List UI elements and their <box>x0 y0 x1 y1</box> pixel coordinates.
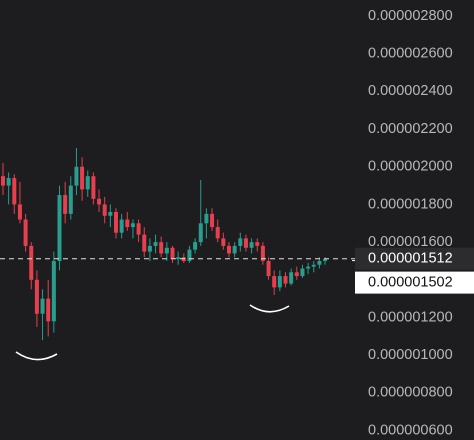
candle-body <box>125 219 130 228</box>
price-label: 0.000001502 <box>368 274 453 290</box>
candle-body <box>193 242 198 250</box>
candle-body <box>23 219 28 246</box>
candle-body <box>142 234 147 252</box>
y-tick-label: 0.000000600 <box>368 422 453 438</box>
candle-body <box>255 242 260 246</box>
candle-body <box>68 185 73 214</box>
candle-body <box>17 204 22 220</box>
candle-body <box>243 238 248 248</box>
candle-body <box>147 245 152 252</box>
candle-body <box>153 242 158 246</box>
candle-body <box>277 276 282 288</box>
candle-body <box>272 276 277 288</box>
candle-body <box>323 259 328 261</box>
candle-body <box>227 245 231 254</box>
y-tick-label: 0.000002600 <box>368 46 453 62</box>
candle-body <box>204 213 209 224</box>
candle-body <box>136 223 141 235</box>
annotation-arc <box>15 351 58 361</box>
candle-body <box>300 268 305 277</box>
candle-body <box>46 298 51 322</box>
candle-body <box>294 272 299 277</box>
price-label-box <box>355 247 474 270</box>
candle-body <box>238 238 243 246</box>
candle-body <box>102 204 107 216</box>
candle-body <box>6 178 11 186</box>
candle-body <box>34 279 39 314</box>
candle-body <box>289 272 294 284</box>
candle-body <box>170 247 175 260</box>
candle-body <box>74 166 79 186</box>
candle-body <box>114 211 118 233</box>
y-tick-label: 0.000001200 <box>368 309 453 325</box>
candle-body <box>164 247 169 254</box>
candle-body <box>317 260 322 265</box>
candle-body <box>12 178 17 205</box>
y-tick-label: 0.000001000 <box>368 347 453 363</box>
candle-body <box>40 298 45 314</box>
y-tick-label: 0.000002800 <box>368 8 453 24</box>
candle-body <box>108 211 113 216</box>
candle-body <box>311 264 316 267</box>
candle-body <box>97 198 102 205</box>
candle-body <box>249 242 254 248</box>
price-label: 0.000001512 <box>368 251 453 267</box>
annotation-arc <box>249 304 290 313</box>
y-tick-label: 0.000000800 <box>368 385 453 401</box>
candle-body <box>159 242 164 254</box>
y-tick-label: 0.000001800 <box>368 196 453 212</box>
candle-body <box>187 249 192 261</box>
y-tick-label: 0.000002200 <box>368 121 453 137</box>
candle-body <box>51 260 56 322</box>
candle-body <box>260 245 265 261</box>
candle-body <box>29 245 34 280</box>
candle-body <box>210 213 215 228</box>
candle-body <box>1 176 5 186</box>
candle-body <box>80 166 85 190</box>
candle-body <box>283 276 288 284</box>
candle-body <box>119 219 124 233</box>
candle-body <box>198 223 203 243</box>
candle-body <box>306 266 311 269</box>
candle-body <box>63 195 68 214</box>
y-tick-label: 0.000002000 <box>368 159 453 175</box>
price-label-box <box>355 271 474 294</box>
candle-body <box>232 245 237 254</box>
candle-body <box>91 176 96 199</box>
candle-body <box>221 238 226 246</box>
y-tick-label: 0.000001600 <box>368 234 453 250</box>
candle-body <box>57 195 62 261</box>
candle-body <box>130 223 135 228</box>
candle-body <box>176 257 181 260</box>
candle-body <box>266 260 271 277</box>
candle-body <box>215 227 220 239</box>
candle-body <box>85 176 90 190</box>
y-tick-label: 0.000002400 <box>368 83 453 99</box>
